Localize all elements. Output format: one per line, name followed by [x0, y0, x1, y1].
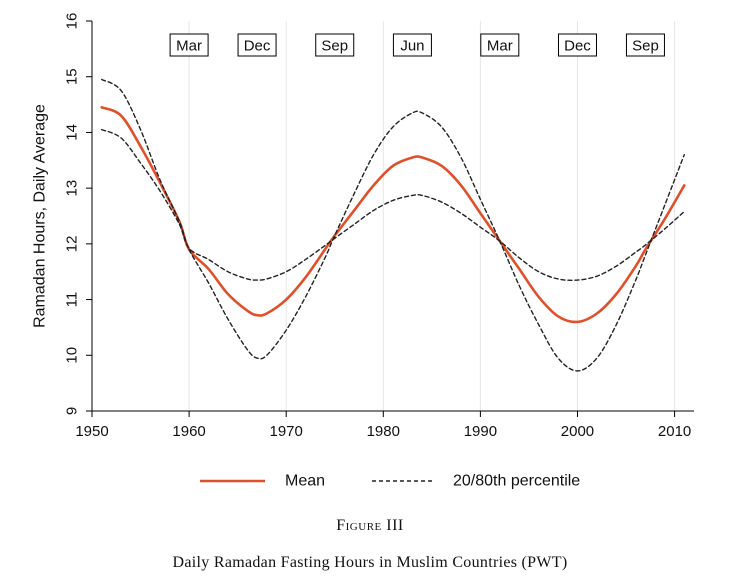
x-tick-label-2010: 2010: [658, 423, 691, 440]
month-marker-box-3: [392, 33, 432, 57]
month-marker-box-5: [557, 33, 597, 57]
series-lines: [100, 78, 686, 372]
y-tick-label-9: 9: [64, 407, 81, 415]
y-axis-label: Ramadan Hours, Daily Average: [32, 104, 49, 328]
month-marker-box-2: [315, 33, 355, 57]
y-tick-label-14: 14: [64, 124, 81, 141]
y-tick-label-12: 12: [64, 236, 81, 253]
axes: 9 10 11 12 13 14 15 16 1950 1960 1970 1980 1990 2000 2…: [32, 13, 694, 440]
month-marker-box-1: [237, 33, 277, 57]
series-line-0: [100, 106, 686, 324]
series-line-1: [101, 78, 685, 372]
y-tick-label-11: 11: [64, 292, 81, 308]
month-marker-label-6: Sep: [632, 38, 659, 55]
series-line-2: [101, 128, 685, 281]
month-marker-box-4: [480, 33, 520, 57]
x-tick-label-1960: 1960: [172, 423, 205, 440]
month-marker-label-3: Jun: [400, 38, 424, 55]
legend-label-0: Mean: [285, 473, 325, 490]
month-markers: Mar Dec Sep Jun Mar Dec Sep: [169, 33, 665, 57]
month-marker-label-2: Sep: [321, 38, 348, 55]
month-marker-box-6: [625, 33, 665, 57]
legend-label-1: 20/80th percentile: [453, 473, 580, 490]
legend: Mean 20/80th percentile: [200, 473, 580, 490]
y-tick-label-16: 16: [64, 13, 81, 30]
x-tick-label-2000: 2000: [561, 423, 594, 440]
month-marker-label-1: Dec: [244, 38, 271, 55]
figure-caption: Daily Ramadan Fasting Hours in Muslim Co…: [172, 554, 568, 571]
month-marker-label-5: Dec: [564, 38, 591, 55]
month-marker-box-0: [169, 33, 209, 57]
y-tick-label-15: 15: [64, 68, 81, 85]
y-tick-label-13: 13: [64, 180, 81, 197]
grid-lines: [91, 21, 676, 411]
month-marker-label-4: Mar: [487, 38, 513, 55]
x-tick-label-1970: 1970: [270, 423, 303, 440]
figure-label: Figure III: [336, 517, 404, 534]
x-tick-label-1980: 1980: [367, 423, 400, 440]
chart-canvas: 9 10 11 12 13 14 15 16 1950 1960 1970 1980 1990 2000 2…: [32, 13, 694, 490]
x-tick-label-1950: 1950: [75, 423, 108, 440]
y-tick-label-10: 10: [64, 347, 81, 364]
month-marker-label-0: Mar: [176, 38, 202, 55]
x-tick-label-1990: 1990: [464, 423, 497, 440]
